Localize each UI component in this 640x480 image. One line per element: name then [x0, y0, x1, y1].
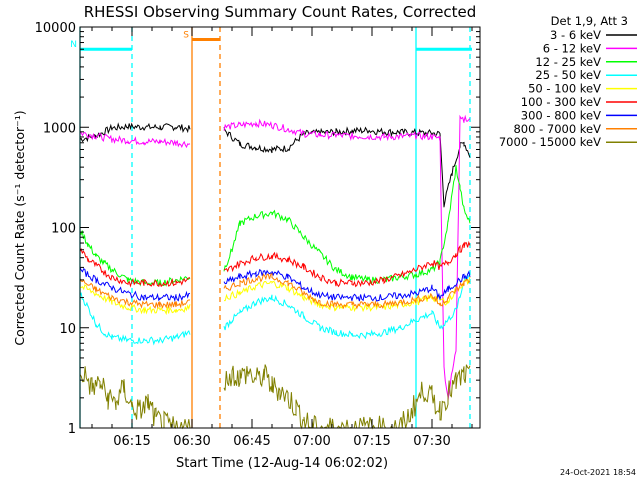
series-line-8	[79, 364, 471, 430]
y-tick-label: 1000	[43, 121, 76, 136]
x-tick-label: 07:15	[353, 434, 390, 449]
y-tick-label: 10	[59, 322, 76, 337]
series-line-0	[79, 122, 471, 208]
x-axis-label: Start Time (12-Aug-14 06:02:02)	[176, 456, 388, 471]
series-line-3	[79, 274, 471, 346]
flag-label-1: S	[183, 31, 189, 41]
y-axis-label: Corrected Count Rate (s⁻¹ detector⁻¹)	[12, 110, 27, 345]
series-line-2	[79, 165, 471, 287]
legend-label: 6 - 12 keV	[543, 41, 601, 55]
chart-title: RHESSI Observing Summary Count Rates, Co…	[84, 3, 477, 21]
legend-label: 7000 - 15000 keV	[499, 135, 601, 149]
x-tick-label: 07:30	[413, 434, 450, 449]
x-axis: 06:15 06:30 06:45 07:00 07:15 07:30	[91, 27, 473, 449]
legend-label: 300 - 800 keV	[521, 108, 601, 122]
footer-timestamp: 24-Oct-2021 18:54	[560, 468, 636, 477]
y-tick-label: 100	[51, 222, 76, 237]
x-tick-label: 06:45	[233, 434, 270, 449]
x-tick-label: 06:30	[173, 434, 210, 449]
legend-label: 100 - 300 keV	[521, 95, 601, 109]
series-line-5	[79, 240, 471, 288]
legend-label: 12 - 25 keV	[535, 55, 601, 69]
y-tick-label: 1	[68, 422, 76, 437]
legend-label: 800 - 7000 keV	[513, 122, 601, 136]
series-line-4	[79, 276, 471, 316]
y-tick-label: 10000	[35, 21, 76, 36]
legend-header: Det 1,9, Att 3	[551, 14, 628, 28]
x-tick-label: 06:15	[113, 434, 150, 449]
legend-label: 25 - 50 keV	[535, 68, 601, 82]
series-line-6	[79, 267, 471, 303]
flag-label-0: N	[70, 40, 77, 50]
x-tick-label: 07:00	[293, 434, 330, 449]
plot-area: NS	[70, 26, 481, 430]
legend-label: 50 - 100 keV	[528, 82, 601, 96]
y-axis: 1 10 100 1000 10000	[35, 21, 480, 437]
series-line-1	[79, 114, 471, 401]
legend-label: 3 - 6 keV	[550, 28, 601, 42]
series-line-7	[79, 273, 471, 310]
plot-frame	[79, 26, 481, 429]
